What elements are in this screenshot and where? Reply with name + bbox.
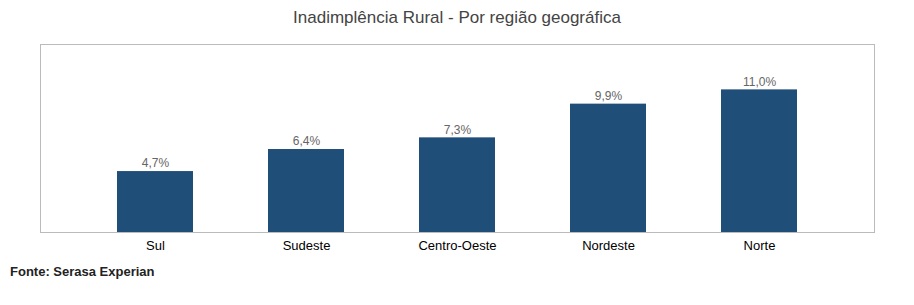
svg-text:11,0%: 11,0%: [743, 75, 776, 89]
svg-text:Norte: Norte: [744, 238, 776, 253]
html-text:Inadimplência Rural - Por regi: Inadimplência Rural - Por região geográf…: [293, 8, 621, 27]
svg-text:Nordeste: Nordeste: [582, 238, 635, 253]
svg-text:7,3%: 7,3%: [444, 123, 472, 137]
svg-text:6,4%: 6,4%: [293, 134, 321, 148]
svg-text:9,9%: 9,9%: [595, 89, 623, 103]
svg-text:Centro-Oeste: Centro-Oeste: [418, 238, 496, 253]
svg-text:4,7%: 4,7%: [142, 156, 170, 170]
svg-text:Sudeste: Sudeste: [283, 238, 331, 253]
html-text:Fonte: Serasa Experian: Fonte: Serasa Experian: [10, 264, 155, 279]
svg-text:Sul: Sul: [146, 238, 165, 253]
